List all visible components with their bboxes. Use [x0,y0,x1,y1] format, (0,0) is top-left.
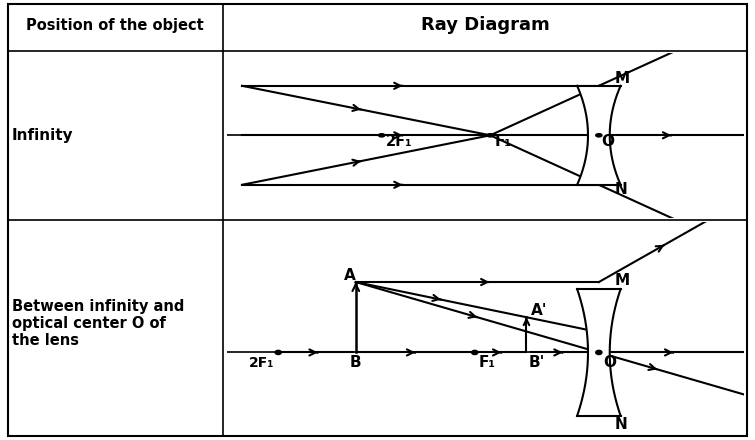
Text: Between infinity and
optical center O of
the lens: Between infinity and optical center O of… [12,298,184,348]
Text: O: O [603,355,616,370]
Circle shape [596,350,602,355]
Text: O: O [602,134,615,149]
Text: 2F₁: 2F₁ [248,356,274,370]
Text: N: N [615,417,627,432]
Text: 2F₁: 2F₁ [386,134,412,149]
Polygon shape [577,86,621,185]
Text: F₁: F₁ [495,134,511,149]
Circle shape [472,350,478,355]
Text: F₁: F₁ [479,355,496,370]
Text: N: N [615,183,627,198]
Text: Position of the object: Position of the object [26,18,204,33]
Text: B': B' [529,355,545,370]
Text: A': A' [531,304,547,319]
Text: Infinity: Infinity [12,128,74,143]
Circle shape [378,134,385,137]
Text: A: A [344,268,356,283]
Text: M: M [615,70,630,85]
Circle shape [487,134,493,137]
Polygon shape [577,289,621,416]
Text: M: M [615,273,630,288]
Circle shape [275,350,282,355]
Text: Ray Diagram: Ray Diagram [421,16,550,34]
Text: B: B [350,355,362,370]
Circle shape [596,134,602,137]
